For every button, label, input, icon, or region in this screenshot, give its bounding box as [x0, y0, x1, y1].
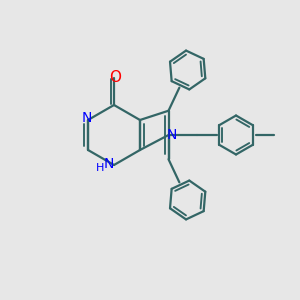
Text: N: N — [166, 128, 177, 142]
Text: H: H — [96, 163, 105, 173]
Text: O: O — [110, 70, 122, 86]
Text: N: N — [81, 112, 92, 125]
Text: N: N — [103, 157, 114, 170]
